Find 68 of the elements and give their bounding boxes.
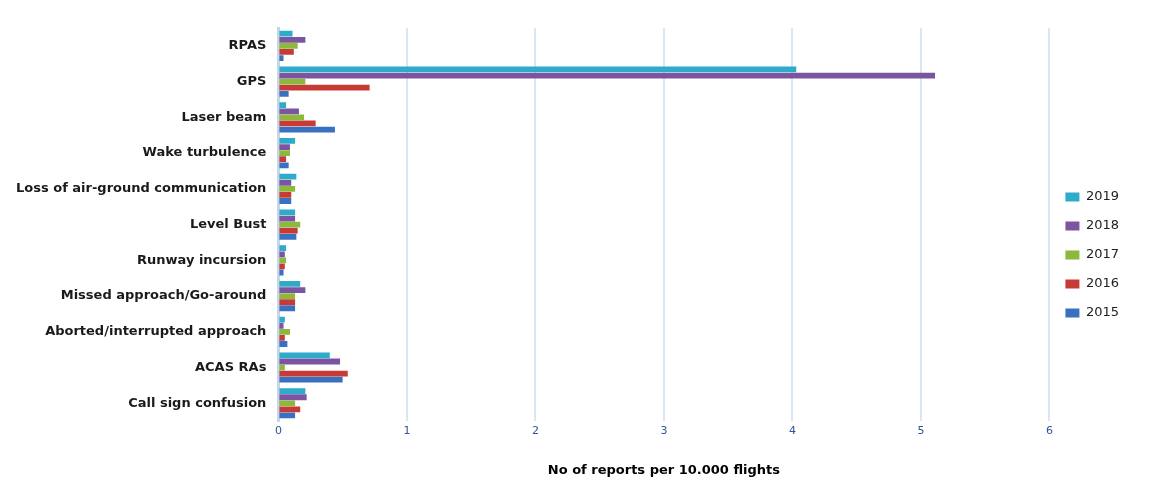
bar <box>279 257 287 264</box>
bar <box>279 198 292 204</box>
y-tick-label: ACAS RAs <box>195 358 267 374</box>
y-tick-label: GPS <box>236 72 267 88</box>
bar <box>279 394 307 401</box>
bar <box>279 287 306 293</box>
legend-label: 2019 <box>1085 188 1120 204</box>
bar <box>279 269 284 276</box>
bar <box>279 42 298 49</box>
bar <box>279 192 292 198</box>
bar <box>279 90 289 97</box>
legend-label: 2015 <box>1085 304 1120 320</box>
bar <box>279 251 285 258</box>
bar <box>279 173 297 180</box>
x-tick-label: 3 <box>660 423 668 437</box>
bar <box>279 328 290 335</box>
bar <box>279 49 294 55</box>
legend-label: 2017 <box>1085 246 1120 262</box>
bar <box>279 55 284 61</box>
y-tick-label: Loss of air-ground communication <box>15 180 267 196</box>
y-tick-label: Level Bust <box>189 215 267 231</box>
x-tick-label: 4 <box>788 423 796 437</box>
bar <box>279 156 287 163</box>
bar <box>279 179 292 186</box>
x-tick-label: 5 <box>917 423 925 437</box>
bar <box>279 233 297 240</box>
bar <box>279 108 299 115</box>
bar <box>279 376 343 383</box>
bar <box>279 144 290 150</box>
y-tick-label: Runway incursion <box>137 251 267 267</box>
bar <box>279 322 284 329</box>
x-tick-label: 2 <box>531 423 539 437</box>
bar <box>279 84 370 91</box>
x-tick-label: 0 <box>274 423 282 437</box>
bar <box>279 114 305 121</box>
bar <box>279 185 296 192</box>
bar <box>279 364 285 371</box>
bar <box>279 400 296 407</box>
bar <box>279 388 306 395</box>
y-tick-label: Wake turbulence <box>142 144 267 160</box>
bar <box>279 370 348 377</box>
bar <box>279 78 306 85</box>
bar <box>279 305 296 312</box>
bar <box>279 227 298 234</box>
bar <box>279 316 285 323</box>
y-tick-label: Aborted/interrupted approach <box>45 323 267 339</box>
bar <box>279 281 301 287</box>
bar <box>279 245 287 252</box>
x-tick-label: 1 <box>403 423 411 437</box>
bar <box>279 150 290 156</box>
bar <box>279 138 296 144</box>
y-tick-label: Laser beam <box>181 108 267 124</box>
x-axis-title: No of reports per 10.000 flights <box>547 461 781 477</box>
y-tick-label: RPAS <box>228 37 267 53</box>
bar <box>279 299 296 306</box>
bar <box>279 341 288 347</box>
y-tick-label: Missed approach/Go-around <box>60 287 267 303</box>
bar <box>279 30 293 37</box>
bar <box>279 36 306 43</box>
bar <box>279 335 285 341</box>
bar <box>279 102 287 109</box>
bar <box>279 263 285 270</box>
legend-label: 2018 <box>1085 217 1120 233</box>
bar <box>279 162 289 169</box>
legend-label: 2016 <box>1085 275 1120 291</box>
bar <box>279 293 296 299</box>
x-tick-label: 6 <box>1045 423 1053 437</box>
y-tick-label: Call sign confusion <box>128 394 267 410</box>
